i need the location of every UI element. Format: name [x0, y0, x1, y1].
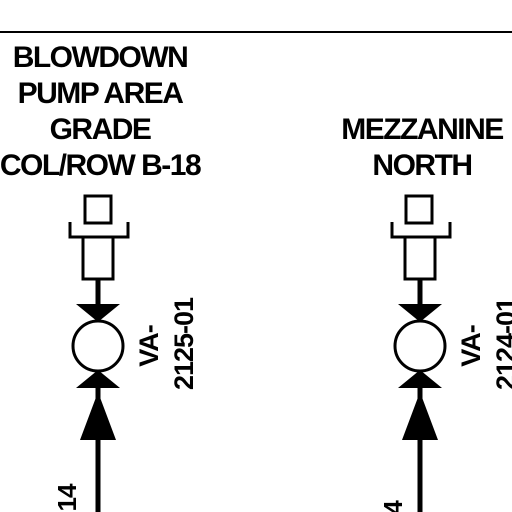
left-location-line-1: BLOWDOWN [13, 41, 188, 74]
right-connection-symbol [390, 194, 452, 281]
left-valve-icon [71, 304, 125, 388]
right-valve-tag-line-2: 2124-01 [491, 297, 512, 390]
left-location-line-4: COL/ROW B-18 [0, 149, 201, 182]
right-branch: MEZZANINE NORTH VA- 2124-01 4 [341, 113, 512, 512]
left-location-line-2: PUMP AREA [18, 77, 184, 110]
right-valve-tag-line-1: VA- [456, 325, 486, 367]
left-branch: BLOWDOWN PUMP AREA GRADE COL/ROW B-18 VA… [0, 41, 202, 512]
right-flow-arrow-icon [402, 388, 438, 440]
right-valve-icon [393, 304, 447, 388]
left-line-number: 14 [52, 483, 82, 511]
right-location-label: MEZZANINE NORTH [341, 113, 504, 182]
left-valve-tag-line-2: 2125-01 [169, 297, 199, 390]
left-valve-tag-line-1: VA- [134, 325, 164, 367]
right-location-line-2: NORTH [372, 149, 471, 182]
left-location-line-3: GRADE [50, 113, 151, 146]
right-line-number: 4 [378, 500, 408, 512]
left-connection-symbol [68, 194, 130, 281]
right-location-line-1: MEZZANINE [341, 113, 503, 146]
left-location-label: BLOWDOWN PUMP AREA GRADE COL/ROW B-18 [0, 41, 202, 182]
left-flow-arrow-icon [80, 388, 116, 440]
